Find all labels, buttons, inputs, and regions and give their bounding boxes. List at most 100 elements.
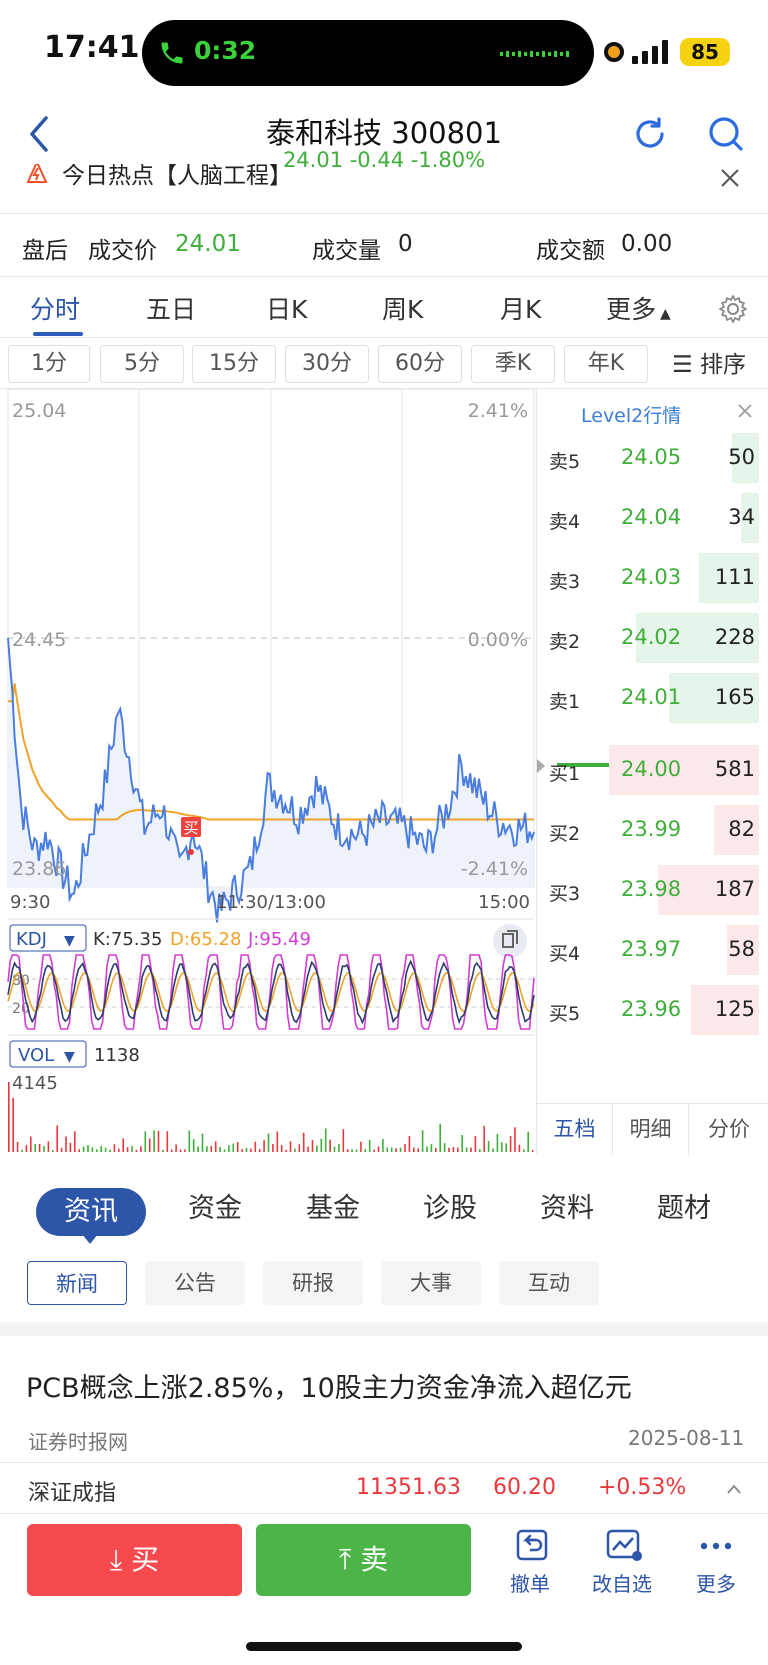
volume-bar: [426, 1146, 428, 1152]
ask-row[interactable]: 卖3 24.03 111: [537, 553, 768, 605]
tab-themes[interactable]: 题材: [657, 1193, 711, 1224]
interval-year-k[interactable]: 年K: [564, 345, 648, 383]
cancel-order-icon[interactable]: [512, 1528, 552, 1564]
ask-row[interactable]: 卖1 24.01 165: [537, 673, 768, 725]
depth-bar: [636, 613, 759, 663]
level-label: 买5: [549, 1003, 581, 1025]
subtab-research[interactable]: 研报: [263, 1261, 363, 1305]
level-label: 卖3: [549, 571, 581, 593]
hot-topic-bar[interactable]: 今日热点【人脑工程】: [0, 164, 768, 214]
chevron-up-icon[interactable]: [726, 1483, 742, 1495]
close-icon[interactable]: [737, 403, 753, 419]
back-icon[interactable]: [24, 112, 54, 156]
news-source: 证券时报网: [28, 1430, 128, 1454]
audio-wave-icon: [500, 51, 569, 57]
edit-watchlist-label[interactable]: 改自选: [592, 1572, 652, 1596]
volume-bar: [232, 1143, 235, 1152]
subtab-news[interactable]: 新闻: [27, 1261, 127, 1305]
interval-5min[interactable]: 5分: [100, 345, 184, 383]
news-date: 2025-08-11: [628, 1426, 745, 1450]
dynamic-island[interactable]: 0:32: [142, 20, 594, 86]
tab-news-info[interactable]: 资讯: [36, 1188, 146, 1236]
interval-15min[interactable]: 15分: [192, 345, 276, 383]
tab-detail[interactable]: 明细: [613, 1104, 689, 1155]
tab-intraday[interactable]: 分时: [30, 295, 81, 324]
depth-bar: [699, 553, 759, 603]
after-hours-row: 盘后 成交价 24.01 成交量 0 成交额 0.00: [0, 215, 768, 277]
volume-bar: [390, 1147, 393, 1152]
ask-row[interactable]: 卖5 24.05 50: [537, 433, 768, 485]
kdj-selector[interactable]: [9, 924, 87, 952]
refresh-icon[interactable]: [630, 114, 670, 154]
volume-bar: [408, 1136, 411, 1152]
tab-fund[interactable]: 基金: [306, 1193, 360, 1224]
tab-monthly-k[interactable]: 月K: [500, 295, 542, 324]
tab-more[interactable]: 更多 ▲: [606, 290, 671, 326]
subtab-announcements[interactable]: 公告: [145, 1261, 245, 1305]
tab-daily-k[interactable]: 日K: [266, 295, 308, 324]
level-label: 买2: [549, 823, 581, 845]
divider: [0, 1322, 768, 1336]
ask-row[interactable]: 卖2 24.02 228: [537, 613, 768, 665]
more-label[interactable]: 更多: [696, 1572, 736, 1596]
pct-low-label: -2.41%: [461, 858, 528, 880]
vol-selector[interactable]: [9, 1040, 87, 1068]
volume-bar: [435, 1148, 437, 1152]
volume-bar: [153, 1130, 155, 1152]
buy-button[interactable]: ⤓ 买: [27, 1524, 242, 1596]
vol-label: VOL: [18, 1045, 54, 1066]
news-headline[interactable]: PCB概念上涨2.85%，10股主力资金净流入超亿元: [26, 1373, 632, 1404]
tab-diagnosis[interactable]: 诊股: [423, 1193, 477, 1224]
buy-marker-badge[interactable]: [181, 817, 201, 837]
tab-funds-flow[interactable]: 资金: [188, 1193, 242, 1224]
bid-row[interactable]: 买1 24.00 581: [537, 745, 768, 797]
cancel-order-label[interactable]: 撤单: [510, 1572, 550, 1596]
index-ticker[interactable]: 深证成指 11351.63 60.20 +0.53%: [0, 1462, 768, 1514]
interval-60min[interactable]: 60分: [378, 345, 462, 383]
expand-arrow-icon[interactable]: [535, 757, 547, 775]
tab-weekly-k[interactable]: 周K: [382, 295, 424, 324]
volume-bar: [329, 1139, 331, 1152]
bid-row[interactable]: 买3 23.98 187: [537, 865, 768, 917]
intraday-chart[interactable]: 25.04 24.45 23.86 2.41% 0.00% -2.41% 买 9…: [0, 389, 536, 1154]
tab-five-day[interactable]: 五日: [146, 295, 197, 324]
level-volume: 165: [714, 685, 755, 709]
subtab-interaction[interactable]: 互动: [499, 1261, 599, 1305]
sell-button[interactable]: ⤒ 卖: [256, 1524, 471, 1596]
bid-row[interactable]: 买4 23.97 58: [537, 925, 768, 977]
menu-icon: ☰: [672, 352, 693, 378]
price-mid-label: 24.45: [12, 629, 66, 651]
more-icon[interactable]: [696, 1528, 736, 1564]
tab-profile[interactable]: 资料: [540, 1193, 594, 1224]
bid-row[interactable]: 买5 23.96 125: [537, 985, 768, 1037]
volume-bar: [404, 1144, 406, 1152]
volume-bar: [179, 1149, 182, 1152]
switch-indicator-button[interactable]: [493, 924, 527, 958]
index-change: 60.20: [493, 1475, 556, 1500]
tab-five-levels[interactable]: 五档: [537, 1104, 613, 1155]
ask-row[interactable]: 卖4 24.04 34: [537, 493, 768, 545]
volume-bar: [316, 1145, 318, 1152]
bid-row[interactable]: 买2 23.99 82: [537, 805, 768, 857]
close-icon[interactable]: [720, 168, 740, 188]
recording-indicator-icon: [604, 42, 624, 62]
volume-bar: [333, 1146, 336, 1152]
edit-watchlist-icon[interactable]: [604, 1528, 644, 1564]
level-price: 24.00: [621, 757, 682, 781]
volume-bar: [457, 1147, 459, 1152]
volume-bar: [527, 1131, 529, 1152]
sort-button[interactable]: ☰ 排序: [672, 345, 746, 379]
switch-icon: [502, 930, 518, 948]
kdj-d-value: D:65.28: [170, 929, 241, 950]
depth-bar: [658, 865, 759, 915]
subtab-events[interactable]: 大事: [381, 1261, 481, 1305]
tab-price-dist[interactable]: 分价: [708, 1117, 750, 1141]
sort-label: 排序: [699, 352, 746, 378]
depth-bar: [727, 925, 759, 975]
interval-1min[interactable]: 1分: [8, 345, 90, 383]
search-icon[interactable]: [706, 114, 746, 154]
gear-icon[interactable]: [718, 294, 748, 324]
interval-quarter-k[interactable]: 季K: [471, 345, 555, 383]
volume-bar: [87, 1145, 89, 1152]
interval-30min[interactable]: 30分: [285, 345, 369, 383]
